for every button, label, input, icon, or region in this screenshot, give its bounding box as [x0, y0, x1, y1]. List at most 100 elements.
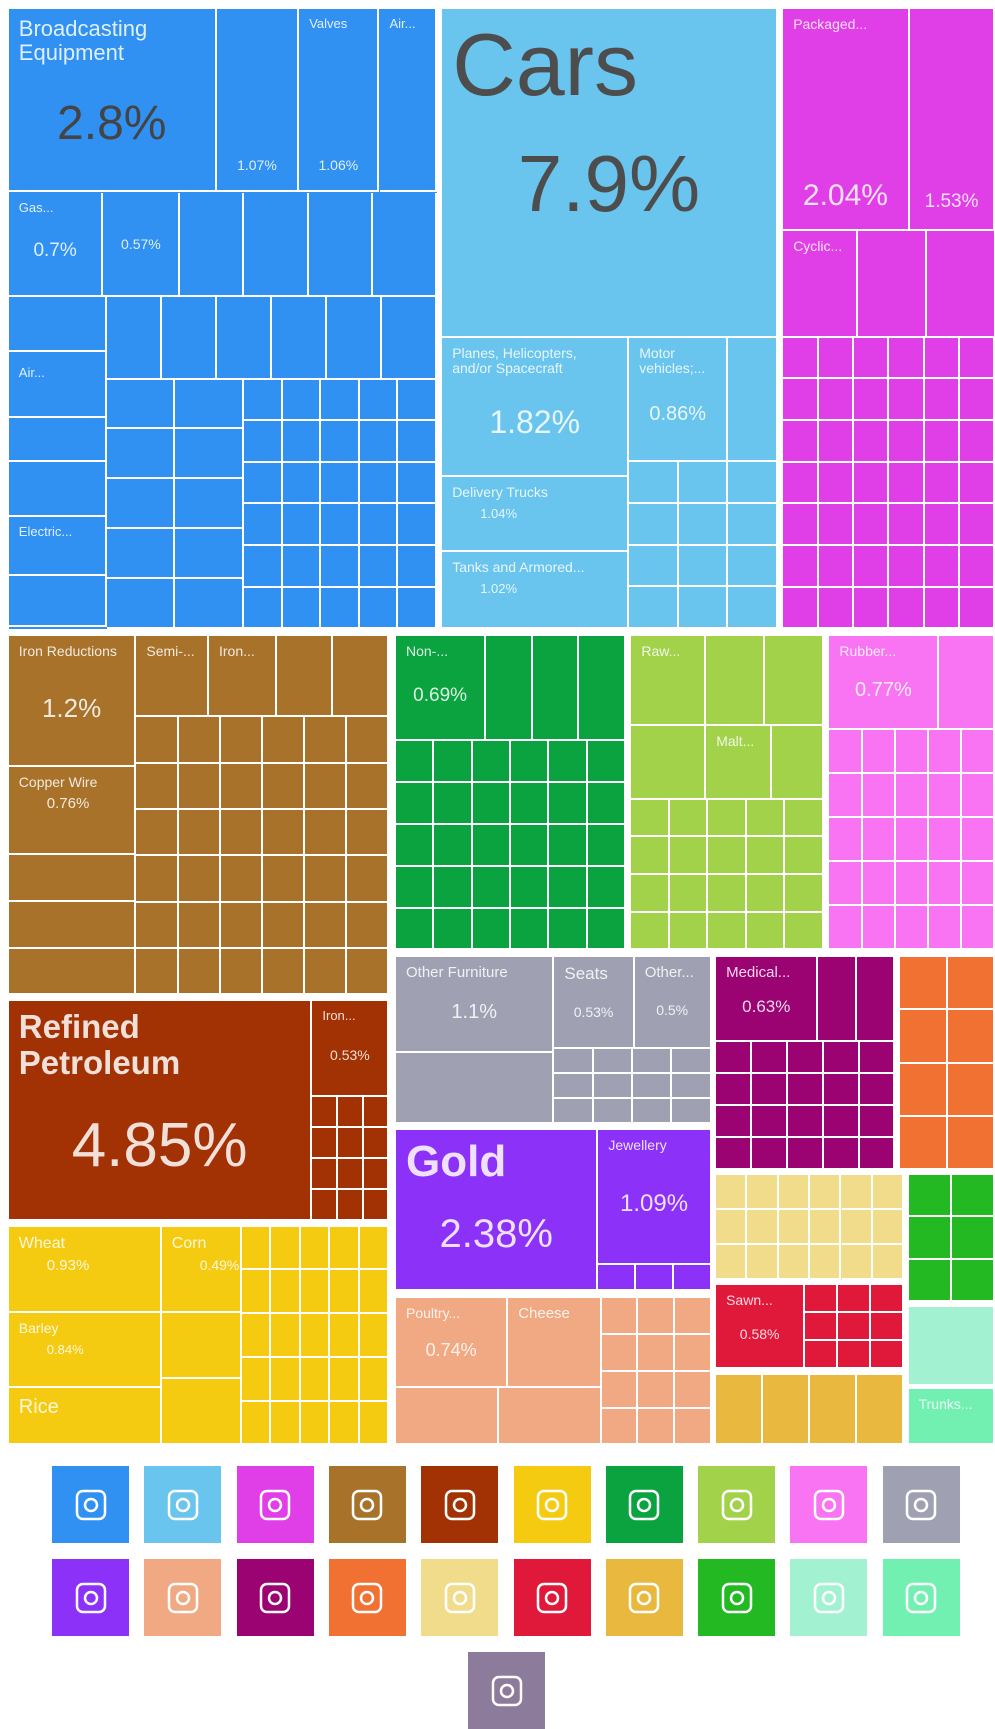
tile: [960, 504, 995, 546]
tile-value: 7.9%: [517, 138, 701, 228]
tile: [244, 545, 283, 588]
tile: [549, 741, 588, 784]
tile: [398, 379, 437, 422]
tile: [818, 957, 857, 1042]
tile: [889, 587, 925, 630]
tile: Valves 1.06%: [299, 8, 380, 193]
tile: [778, 1210, 811, 1246]
tile: [939, 635, 995, 731]
tile: [783, 379, 819, 421]
tile: [549, 908, 588, 951]
tile: [381, 297, 437, 380]
tile: [841, 1210, 873, 1246]
tile: [783, 462, 819, 505]
tile: Non-... 0.69%: [396, 635, 487, 742]
tile: [305, 949, 348, 996]
tile: [929, 730, 963, 775]
legend-icon: [698, 1559, 776, 1636]
legend-icon: [236, 1559, 314, 1636]
tile: [8, 572, 107, 627]
tile: Packaged... 2.04%: [783, 8, 910, 231]
tile-value: [19, 1418, 150, 1435]
tile: [829, 730, 863, 775]
tile: [899, 957, 948, 1011]
tile: [960, 545, 995, 588]
tile-value: 0.86%: [649, 403, 707, 426]
tile: [678, 503, 729, 546]
tile: 1.07%: [216, 8, 300, 193]
tile-value: 1.1%: [451, 1001, 497, 1024]
tile: [783, 337, 819, 380]
tile-value: 2.8%: [57, 96, 167, 150]
tile: [244, 421, 283, 463]
tile: [708, 837, 747, 876]
tile: [338, 1158, 364, 1190]
tile-value: 0.69%: [413, 684, 468, 706]
tile: [242, 1357, 272, 1402]
tile: Copper Wire 0.76%: [8, 766, 137, 855]
tile-label: Air...: [389, 15, 416, 31]
tile: [856, 957, 896, 1042]
tile: [818, 420, 854, 463]
tile: [778, 1245, 811, 1281]
tile-value: 0.7%: [33, 240, 77, 262]
tile: [136, 949, 179, 996]
tile: [486, 635, 533, 742]
tile: [675, 1371, 712, 1409]
tile: Raw...: [631, 635, 707, 726]
tile: [929, 906, 963, 951]
tile-label: Poultry...: [406, 1305, 461, 1321]
icon-glyph: [75, 1582, 106, 1613]
tile: [716, 1041, 752, 1074]
tile: [783, 587, 819, 630]
tile: [929, 774, 963, 819]
tile: [716, 1073, 752, 1107]
tile-value: 0.84%: [46, 1341, 84, 1357]
tile: [746, 799, 786, 838]
tile-value: 1.06%: [318, 157, 359, 174]
tile: Corn 0.49%: [161, 1226, 242, 1314]
tile: [305, 763, 348, 810]
tile: [549, 866, 588, 909]
tile: [305, 809, 348, 857]
legend-icon: [144, 1466, 222, 1543]
tile: [220, 763, 263, 810]
tile: [359, 1270, 390, 1315]
tile: [805, 1341, 839, 1370]
tile: [220, 949, 263, 996]
icon-glyph: [629, 1582, 660, 1613]
icon-glyph: [813, 1582, 845, 1613]
tile: [312, 1189, 339, 1221]
legend-icon: [605, 1559, 683, 1636]
tile: [631, 912, 670, 951]
icon-glyph: [491, 1675, 522, 1706]
tile: Poultry... 0.74%: [396, 1298, 509, 1389]
tile: [136, 809, 179, 857]
legend-icon: [790, 1466, 868, 1543]
tile: [716, 1138, 752, 1171]
tile: [262, 763, 306, 810]
tile: [8, 948, 137, 996]
tile: [631, 726, 707, 800]
tile: [810, 1245, 842, 1281]
tile-label: Electric...: [18, 524, 73, 539]
tile: [638, 1408, 676, 1446]
legend-icon: [605, 1466, 683, 1543]
tile: [818, 587, 854, 630]
tile: [638, 1298, 676, 1335]
tile: [106, 429, 176, 480]
tile: [321, 421, 360, 463]
tile: [675, 1408, 712, 1446]
tile-value: 2.38%: [439, 1211, 553, 1256]
tile: [895, 862, 930, 907]
tile: [669, 799, 709, 838]
tile: [924, 379, 961, 421]
tile: [778, 1174, 811, 1210]
tile: [396, 1388, 499, 1446]
tile: [889, 420, 925, 463]
tile: [262, 902, 306, 950]
tile: [929, 818, 963, 863]
tile: Seats 0.53%: [554, 957, 635, 1050]
tile: [359, 587, 399, 630]
tile-value: 1.04%: [480, 505, 518, 521]
